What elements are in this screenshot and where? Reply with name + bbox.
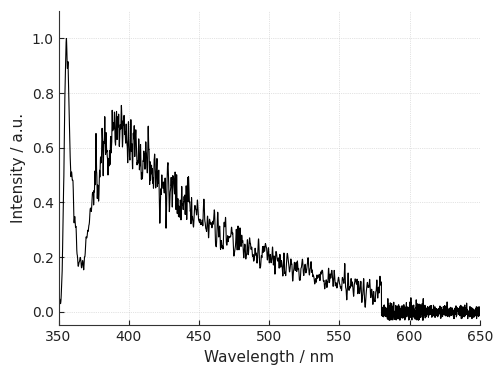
Y-axis label: Intensity / a.u.: Intensity / a.u.: [11, 113, 26, 223]
X-axis label: Wavelength / nm: Wavelength / nm: [204, 350, 334, 365]
